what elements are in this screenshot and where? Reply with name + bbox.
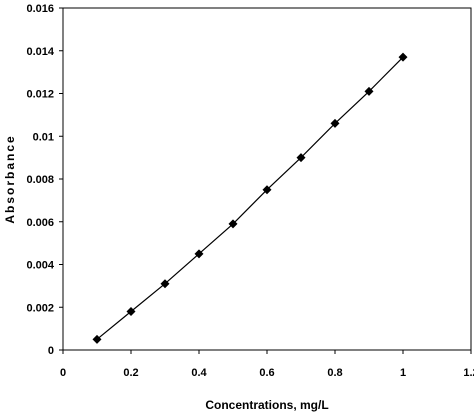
plot-area [62, 7, 472, 351]
data-point [262, 185, 272, 195]
series [92, 52, 408, 344]
x-tick-label: 1.2 [463, 367, 474, 379]
y-tick-label: 0.012 [26, 89, 54, 101]
x-tick-label: 0.2 [123, 367, 138, 379]
y-tick-label: 0.014 [26, 46, 54, 58]
data-point [126, 307, 136, 317]
data-point [398, 52, 408, 62]
x-tick-label: 0 [60, 367, 66, 379]
data-point [296, 153, 306, 163]
x-tick-label: 0.4 [191, 367, 207, 379]
y-tick-label: 0.01 [33, 131, 54, 143]
x-tick-label: 1 [400, 367, 406, 379]
y-tick-label: 0.016 [26, 3, 54, 15]
data-point [160, 279, 170, 289]
x-axis: 0 0.2 0.4 0.6 0.8 1 1.2 [60, 350, 474, 379]
y-axis: 0 0.002 0.004 0.006 0.008 0.01 0.012 0.014 0.016 [26, 3, 63, 357]
data-point [228, 219, 238, 229]
series-line [96, 56, 404, 340]
x-tick-label: 0.8 [327, 367, 342, 379]
data-point [330, 118, 340, 128]
y-tick-label: 0.008 [26, 174, 54, 186]
y-tick-label: 0.006 [26, 217, 54, 229]
x-tick-label: 0.6 [259, 367, 274, 379]
y-tick-label: 0 [48, 345, 54, 357]
y-tick-label: 0.004 [26, 260, 54, 272]
data-point [194, 249, 204, 259]
y-tick-label: 0.002 [26, 302, 54, 314]
data-point [364, 86, 374, 96]
x-axis-title: Concentrations, mg/L [205, 398, 328, 412]
y-axis-title: Absorbance [3, 134, 17, 223]
data-point [92, 334, 102, 344]
